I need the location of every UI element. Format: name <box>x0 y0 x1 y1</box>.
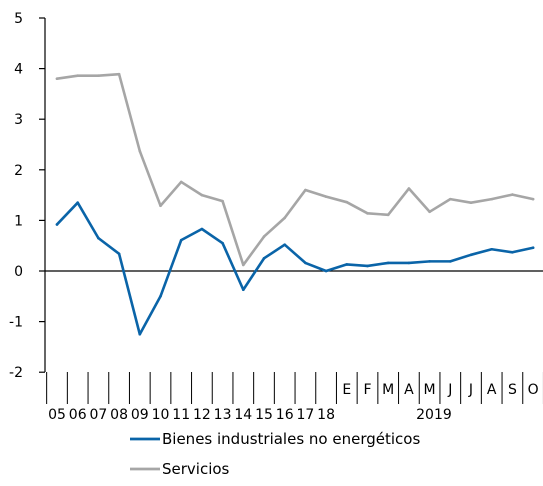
x-year-label: 10 <box>152 407 170 423</box>
y-tick-label: 0 <box>14 264 23 280</box>
data-point <box>490 247 494 251</box>
x-year-label: 09 <box>131 407 149 423</box>
data-point <box>76 74 79 77</box>
x-month-label: J <box>468 382 473 398</box>
x-month-label: S <box>508 382 517 398</box>
x-month-label: J <box>447 382 452 398</box>
x-year-label: 14 <box>234 407 252 423</box>
data-point <box>449 197 452 201</box>
data-point <box>531 246 535 250</box>
y-tick-label: 3 <box>14 112 23 128</box>
data-point <box>345 263 349 266</box>
x-month-label: F <box>363 382 371 398</box>
data-point <box>200 227 204 231</box>
legend-label: Servicios <box>162 460 230 478</box>
data-point <box>386 213 390 217</box>
series-layer <box>55 72 535 336</box>
data-point <box>159 295 162 298</box>
data-point <box>55 77 59 81</box>
x-year-label: 15 <box>255 407 273 423</box>
series-line-servicios <box>55 72 535 267</box>
data-point <box>138 332 142 336</box>
data-point <box>97 74 100 77</box>
data-point <box>117 252 121 256</box>
legend-label: Bienes industriales no energéticos <box>162 430 420 448</box>
data-point <box>262 235 266 238</box>
data-point <box>159 204 162 208</box>
data-point <box>469 201 473 204</box>
data-point <box>366 212 369 215</box>
data-point <box>179 238 183 242</box>
x-year-label: 12 <box>193 407 211 423</box>
data-point <box>511 250 514 254</box>
data-point <box>345 200 349 204</box>
data-point <box>200 193 204 197</box>
y-tick-label: 5 <box>14 11 23 27</box>
data-point <box>324 269 328 273</box>
data-point <box>138 149 142 153</box>
data-point <box>179 180 183 184</box>
data-point <box>76 201 79 204</box>
data-point <box>304 261 307 265</box>
y-tick-label: -2 <box>9 365 23 381</box>
data-point <box>449 260 452 263</box>
data-point <box>428 210 431 214</box>
data-point <box>469 253 473 257</box>
legend: Bienes industriales no energéticos Servic… <box>130 430 420 478</box>
x-year-label: 17 <box>296 407 314 423</box>
y-tick-label: -1 <box>9 315 23 331</box>
data-point <box>428 260 431 263</box>
data-point <box>221 241 224 245</box>
data-point <box>283 216 287 220</box>
x-month-label: A <box>487 382 497 398</box>
data-point <box>97 236 100 240</box>
data-point <box>221 199 224 203</box>
x-month-label: O <box>528 382 539 398</box>
y-tick-label: 4 <box>14 62 23 78</box>
x-year-label: 18 <box>317 407 335 423</box>
x-axis: 05 06 07 08 09 10 11 12 13 14 15 16 17 18E F M A M J J A S O20… <box>45 270 543 423</box>
data-point <box>511 193 514 196</box>
data-point <box>531 197 535 201</box>
data-point <box>407 261 411 265</box>
data-point <box>386 261 390 265</box>
x-month-label: A <box>404 382 414 398</box>
x-month-label: E <box>342 382 351 398</box>
data-point <box>490 197 494 201</box>
y-tick-label: 2 <box>14 163 23 179</box>
x-year-label: 08 <box>110 407 128 423</box>
data-point <box>55 223 59 226</box>
x-group-label: 2019 <box>416 407 452 423</box>
data-point <box>283 243 287 246</box>
data-point <box>366 264 369 268</box>
x-year-label: 11 <box>172 407 190 423</box>
x-month-label: M <box>382 382 394 398</box>
x-year-label: 05 <box>48 407 66 423</box>
x-year-label: 06 <box>69 407 87 423</box>
x-year-label: 13 <box>214 407 232 423</box>
x-year-label: 16 <box>276 407 294 423</box>
data-point <box>262 257 266 260</box>
data-point <box>324 195 328 198</box>
data-point <box>242 263 245 267</box>
y-axis: 5 4 3 2 1 0 -1 -2 <box>9 11 46 381</box>
x-month-label: M <box>424 382 436 398</box>
data-point <box>117 72 121 76</box>
x-year-label: 07 <box>89 407 107 423</box>
data-point <box>304 188 307 192</box>
series-line-bienes-industriales <box>55 201 535 336</box>
y-tick-label: 1 <box>14 213 23 229</box>
data-point <box>407 187 411 190</box>
data-point <box>242 288 245 292</box>
